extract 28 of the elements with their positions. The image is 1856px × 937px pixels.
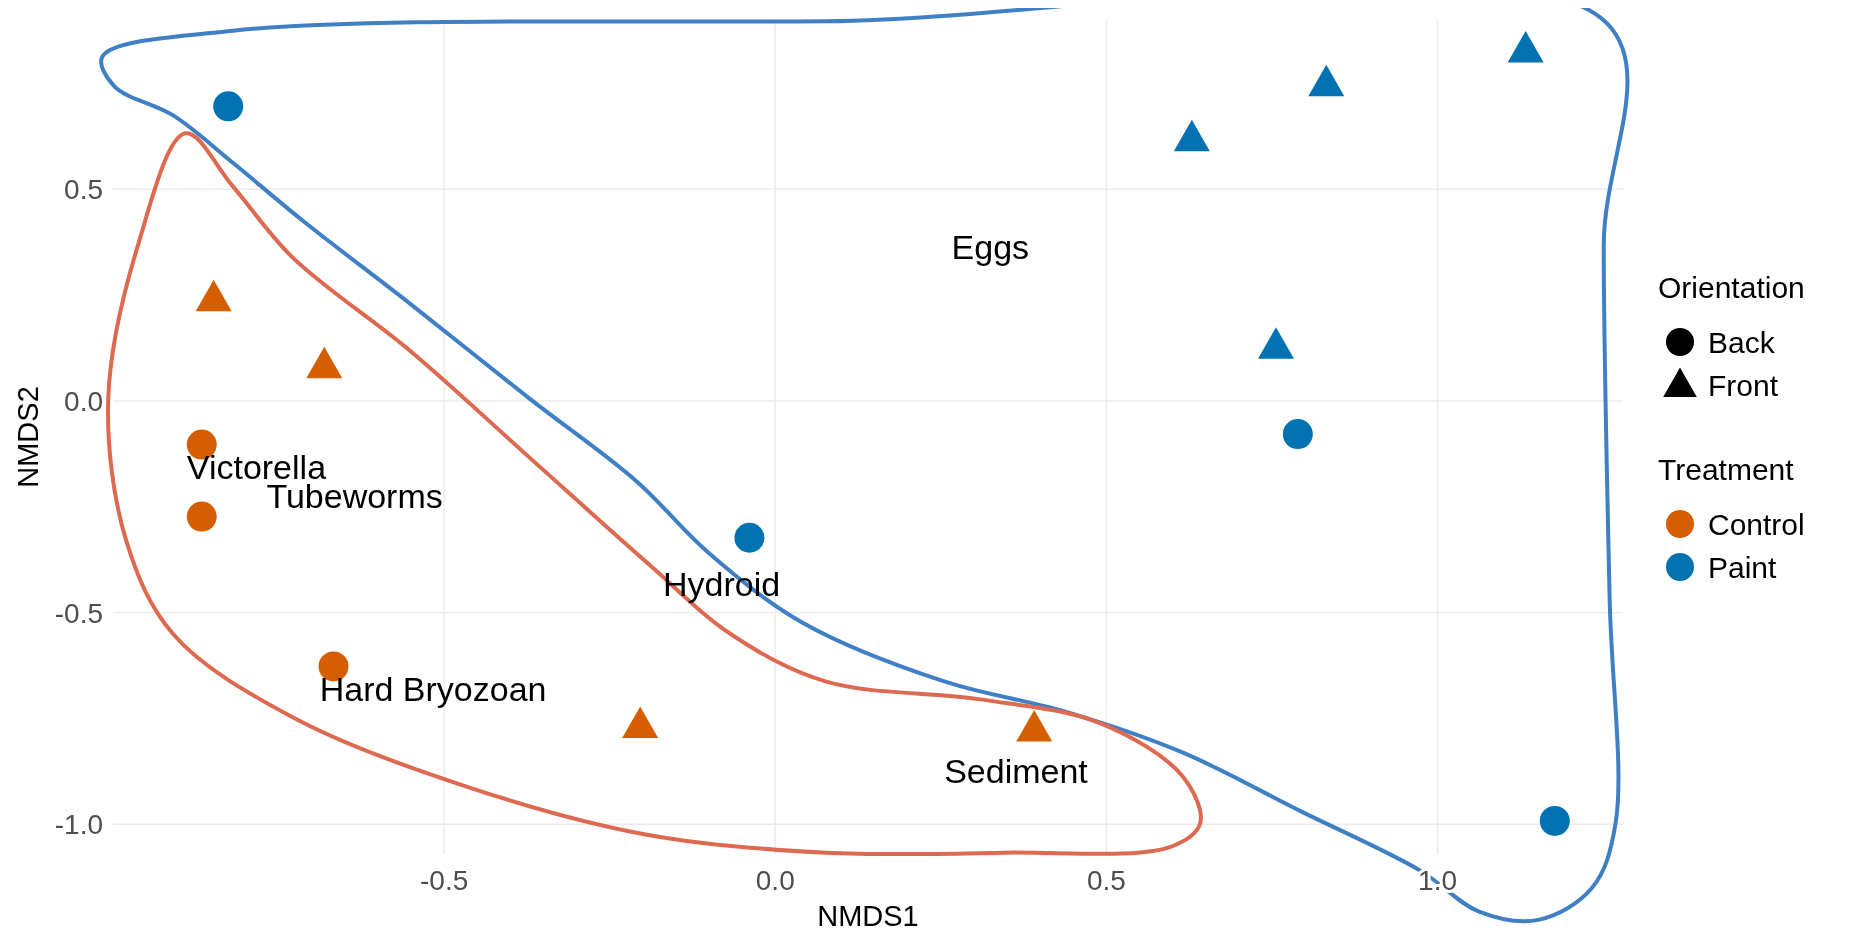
- legend-title: Treatment: [1658, 453, 1795, 486]
- legend-label: Control: [1708, 508, 1805, 541]
- point: [186, 501, 217, 532]
- x-tick-label: -0.5: [420, 865, 469, 896]
- y-tick-label: -1.0: [54, 809, 103, 841]
- y-tick-label: -0.5: [54, 597, 103, 629]
- y-axis-title: NMDS2: [12, 386, 44, 488]
- point: [1173, 119, 1210, 152]
- annotation: Sediment: [944, 751, 1089, 790]
- point: [1539, 805, 1570, 836]
- y-tick-label: 0.0: [64, 386, 103, 418]
- annotation: Hard Bryozoan: [319, 669, 547, 708]
- text: Orientation: [1658, 271, 1805, 304]
- point: [306, 346, 343, 379]
- point: [1282, 419, 1313, 450]
- annotation: Eggs: [951, 227, 1030, 266]
- y-tick-label: 0.5: [64, 174, 103, 206]
- text: Back: [1708, 326, 1776, 359]
- point: [1308, 64, 1345, 97]
- point: [734, 522, 765, 553]
- point: [1507, 30, 1544, 63]
- x-tick-label: 0.0: [755, 865, 795, 896]
- x-axis-title: NMDS1: [817, 900, 919, 932]
- text: Front: [1708, 369, 1779, 402]
- x-tick-label: 0.5: [1086, 865, 1126, 896]
- point: [195, 279, 232, 312]
- point: [1257, 327, 1294, 359]
- legend-label: Paint: [1708, 551, 1778, 584]
